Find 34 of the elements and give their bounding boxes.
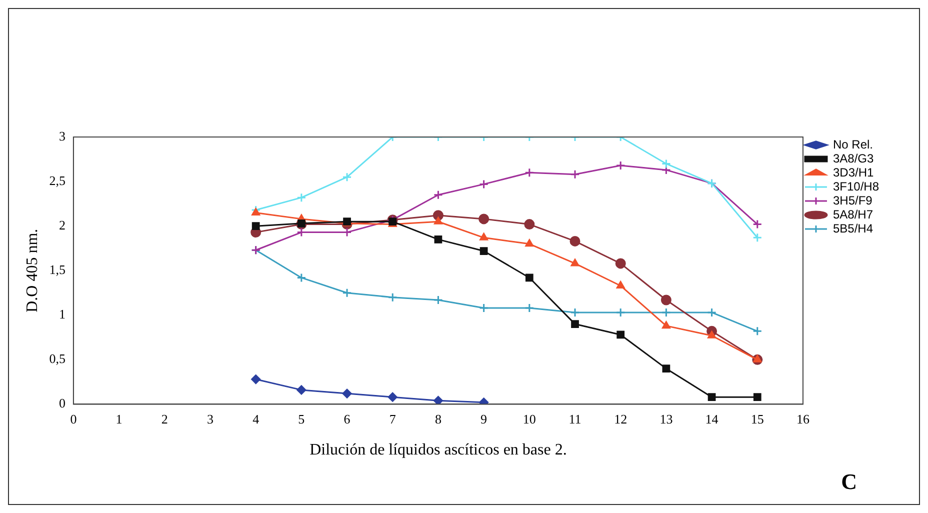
- x-tick-label: 11: [568, 411, 582, 426]
- legend-label: 3F10/H8: [832, 179, 880, 194]
- x-axis-title: Dilución de líquidos ascíticos en base 2.: [310, 442, 567, 459]
- x-tick-label: 2: [161, 411, 168, 426]
- legend-label: 5B5/H4: [832, 221, 874, 236]
- x-tick-label: 6: [344, 411, 351, 426]
- legend-label: 3D3/H1: [832, 165, 874, 180]
- x-tick-label: 5: [298, 411, 305, 426]
- y-tick-label: 0,5: [49, 351, 66, 366]
- y-axis-title: D.O 405 nm.: [24, 228, 41, 312]
- x-tick-label: 12: [614, 411, 628, 426]
- x-tick-label: 15: [750, 411, 764, 426]
- x-tick-label: 13: [660, 411, 673, 426]
- y-tick-label: 1: [58, 306, 66, 322]
- y-tick-label: 2,5: [49, 172, 66, 188]
- y-tick-label: 3: [58, 128, 66, 144]
- y-tick-label: 2: [58, 217, 66, 232]
- legend-label: 5A8/H7: [832, 207, 874, 222]
- legend-label: No Rel.: [832, 137, 873, 152]
- y-tick-label: 0: [58, 396, 66, 411]
- x-tick-label: 0: [70, 411, 77, 426]
- legend-label: 3H5/F9: [832, 193, 873, 208]
- x-tick-label: 10: [522, 411, 536, 426]
- x-tick-label: 8: [434, 411, 442, 426]
- legend-label: 3A8/G3: [832, 151, 874, 166]
- x-tick-label: 3: [206, 411, 214, 426]
- y-tick-label: 1,5: [49, 262, 66, 278]
- x-tick-label: 9: [480, 411, 488, 426]
- x-tick-label: 14: [705, 411, 719, 426]
- x-tick-label: 4: [252, 411, 260, 426]
- x-tick-label: 1: [116, 411, 122, 426]
- x-tick-label: 7: [389, 411, 396, 426]
- x-tick-label: 16: [796, 411, 810, 426]
- text: C: [841, 469, 857, 494]
